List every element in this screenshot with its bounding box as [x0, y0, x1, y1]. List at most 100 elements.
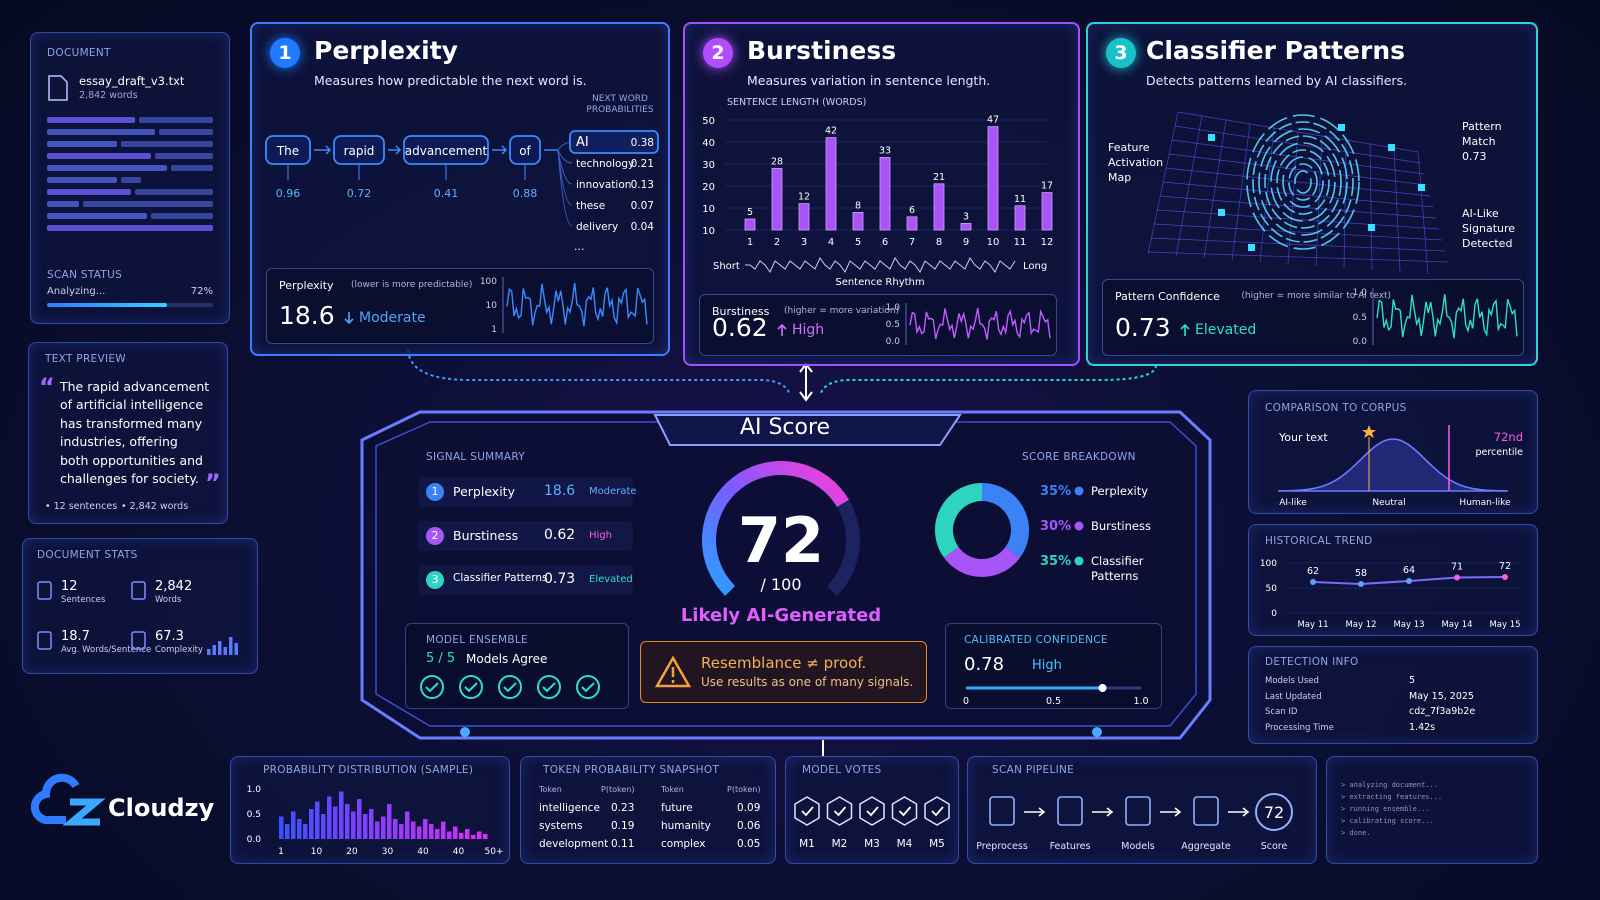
metric-box: Pattern Confidence (higher = more similar… [1102, 279, 1524, 356]
bar-label: 8 [855, 200, 861, 211]
token-box [333, 135, 385, 165]
metric-label: Perplexity [279, 279, 334, 292]
next-prob: 0.13 [631, 179, 654, 191]
vote-check [833, 806, 847, 817]
graphic [777, 323, 787, 336]
trend-arrow [777, 323, 787, 336]
graphic [131, 631, 146, 650]
token-prob: 0.72 [347, 187, 372, 200]
check-circle [576, 675, 600, 699]
next-prob: 0.38 [631, 137, 654, 149]
token-word: advancement [405, 144, 488, 158]
calibrated-value: 0.78 [964, 654, 1005, 675]
metric-note: (lower is more predictable) [351, 280, 473, 290]
next-word: innovation [576, 179, 631, 191]
graphic [502, 277, 648, 333]
bar-label: 3 [963, 211, 969, 222]
x-tick-label: May 15 [1489, 620, 1520, 630]
legend-name: Perplexity [1091, 484, 1148, 498]
y-tick-label: 50 [1266, 584, 1278, 594]
metric-value: 18.6 [279, 301, 335, 330]
bar [483, 834, 488, 839]
text-line [155, 153, 213, 159]
bar [453, 826, 458, 839]
panel: 3 Classifier Patterns Detects patterns lea… [1086, 22, 1538, 366]
model-label: M2 [832, 838, 848, 850]
ensemble-count: 5 / 5 [426, 651, 456, 666]
bar [852, 211, 864, 231]
donut-segment [935, 483, 983, 558]
legend-dot [1074, 556, 1084, 566]
rhythm-short: Short [713, 261, 740, 272]
bar-label: 6 [909, 205, 915, 216]
brand-logo [62, 798, 106, 826]
bar-label: 21 [933, 172, 945, 183]
signal-rating: Moderate [589, 486, 637, 497]
signal-name: Perplexity [453, 484, 515, 499]
vote-badge [826, 796, 853, 826]
stat-value: 2,842 [155, 579, 193, 594]
section-label: HISTORICAL TREND [1265, 535, 1373, 547]
graphic: The 0.96 rapid 0.72 advancement 0.41 of 0.88 AI 0… [265, 130, 659, 233]
map-grid [1203, 119, 1227, 259]
bar [798, 203, 810, 231]
x-tick-label: 40 [453, 847, 465, 857]
info-value: cdz_7f3a9b2e [1409, 706, 1476, 717]
panel: TOKEN PROBABILITY SNAPSHOT Token P(token) T… [520, 756, 776, 864]
graphic: 10 10 20 30 40 50 5 1 28 2 12 3 42 4 8 5 33 6 6 7 21 8 3 9 47 10 1… [702, 115, 1053, 288]
mini-bar [212, 645, 216, 655]
token-word: The [276, 144, 299, 158]
file-name: essay_draft_v3.txt [79, 74, 185, 88]
panel: DETECTION INFO Models Used 5 Last Updated Ma… [1248, 646, 1538, 744]
panel-title: Burstiness [747, 36, 897, 65]
vote-check [898, 806, 912, 817]
mini-bar [218, 641, 222, 655]
text-line [47, 129, 155, 135]
x-tick-label: 9 [963, 237, 969, 248]
graphic: 0.0 0.5 1.0 1 10 20 30 40 40 50+ [247, 785, 504, 857]
stat-icon [131, 631, 146, 650]
signal-value: 18.6 [544, 483, 576, 499]
stat-icon [131, 581, 146, 600]
star [1362, 425, 1376, 438]
axis-label: 10 [485, 301, 497, 311]
mini-bar [234, 643, 238, 655]
token-prob: 0.41 [434, 187, 459, 200]
x-tick-label: May 11 [1297, 620, 1328, 630]
step-icon [1125, 796, 1151, 826]
calibrated-box: CALIBRATED CONFIDENCE 0.78 High 0 0.5 1.0 [945, 623, 1162, 709]
section-label: SCAN STATUS [47, 269, 123, 281]
fingerprint [1270, 142, 1336, 222]
x-tick-label: 5 [855, 237, 861, 248]
title-tab [653, 414, 962, 446]
bar [363, 814, 368, 839]
text-line [135, 189, 213, 195]
step-label: Preprocess [976, 841, 1028, 852]
metric-label: Burstiness [712, 305, 770, 318]
step-arrow [1228, 807, 1250, 817]
metric-note: (higher = more similar to AI text) [1241, 291, 1392, 301]
check [542, 682, 556, 693]
metric-rating: Elevated [1195, 322, 1257, 338]
legend-line: Patterns [1091, 569, 1138, 583]
text-line [151, 213, 213, 219]
bar-label: 17 [1041, 181, 1053, 192]
activation [1418, 184, 1425, 191]
graphic [420, 675, 600, 699]
axis-title: SENTENCE LENGTH (WORDS) [727, 97, 867, 108]
signal-number: 3 [426, 571, 444, 589]
fingerprint [1276, 149, 1330, 215]
connector [819, 364, 1157, 396]
map-grid [1175, 115, 1203, 257]
axis-label: 100 [479, 277, 497, 287]
bar [477, 831, 482, 839]
text-line [121, 177, 141, 183]
graphic [344, 312, 354, 325]
table-header: Token [539, 785, 562, 794]
bar [381, 816, 386, 839]
table-header: Token [661, 785, 684, 794]
signal-name: Classifier Patterns [453, 572, 548, 584]
table-cell: 0.23 [611, 802, 635, 814]
pipeline-score: 72 [1264, 803, 1284, 822]
y-tick-label: 0.0 [247, 835, 262, 845]
